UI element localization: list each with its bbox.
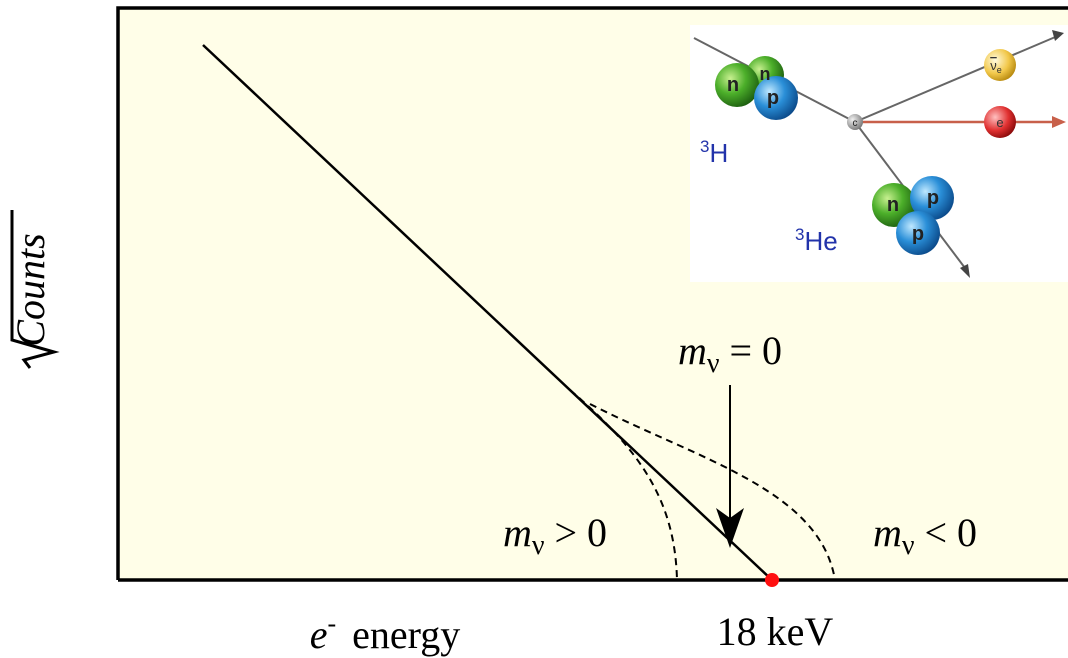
inset: n n p 3H c νe e n p p 3He [690,25,1068,282]
nucleon-label: p [912,223,924,245]
y-axis-label: Counts [8,210,54,368]
vertex-label: c [853,118,858,129]
label-positive-mass: mν> 0 [503,510,607,561]
nucleon-label: n [727,74,739,96]
nucleon-label: p [927,187,939,209]
endpoint-label: 18 keV [717,609,834,654]
y-axis-text: Counts [8,233,53,346]
x-axis-label: e-energy [310,609,461,657]
nucleon-label: p [767,87,779,109]
page: mν= 0 mν> 0 mν< 0 18 keV e-energy Counts… [0,0,1068,658]
diagram: mν= 0 mν> 0 mν< 0 18 keV e-energy Counts… [0,0,1068,658]
endpoint-dot [765,573,779,587]
electron-label: e [996,115,1003,130]
label-zero-mass: mν= 0 [678,328,782,379]
nucleon-label: n [760,64,771,84]
nucleon-label: n [887,194,899,216]
label-negative-mass: mν< 0 [873,510,977,561]
